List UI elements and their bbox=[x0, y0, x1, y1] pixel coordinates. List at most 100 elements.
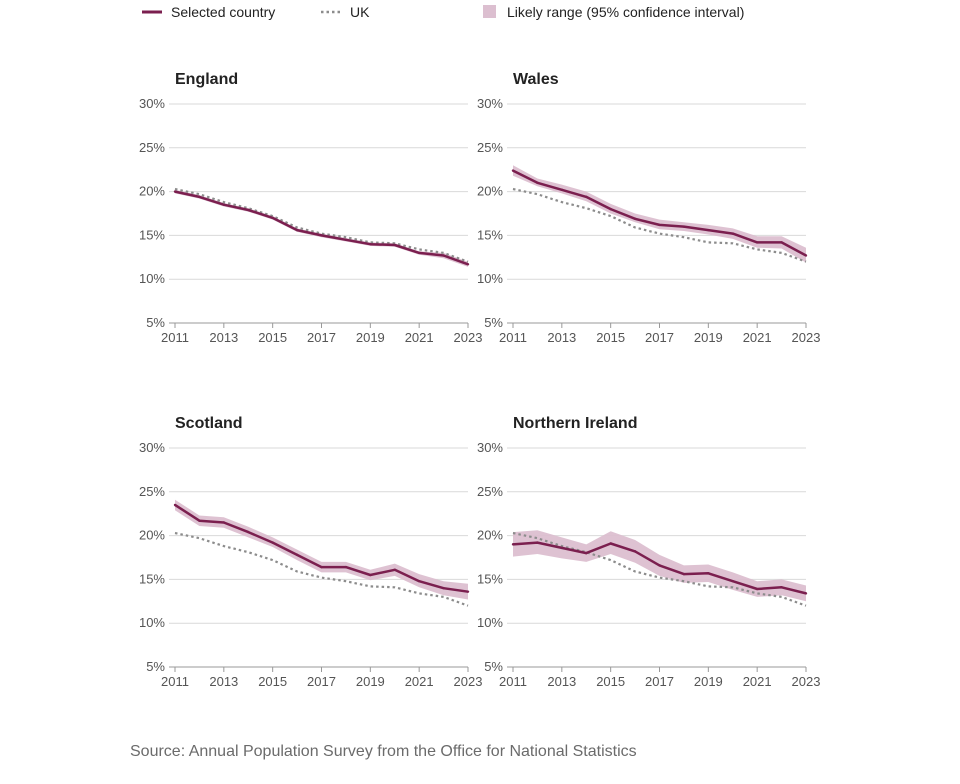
y-tick-label: 10% bbox=[477, 615, 503, 630]
series-line-uk bbox=[512, 531, 807, 607]
panel-northern-ireland: Northern Ireland 5% 10% 15% 20% 25% 30% 2011 201… bbox=[477, 415, 820, 689]
data-point bbox=[585, 551, 588, 555]
confidence-band bbox=[513, 165, 806, 263]
y-tick-label: 5% bbox=[484, 659, 503, 674]
data-point bbox=[393, 243, 396, 247]
data-point bbox=[536, 541, 539, 544]
data-point bbox=[755, 587, 759, 591]
y-tick-label: 5% bbox=[146, 315, 165, 330]
x-tick-label: 2013 bbox=[209, 330, 238, 345]
data-point bbox=[271, 541, 274, 544]
data-point bbox=[344, 238, 348, 241]
x-tick-label: 2021 bbox=[405, 330, 434, 345]
data-point bbox=[511, 169, 515, 172]
x-tick-label: 2017 bbox=[645, 330, 674, 345]
y-tick-label: 25% bbox=[477, 140, 503, 155]
x-tick-label: 2013 bbox=[209, 674, 238, 689]
x-tick-label: 2021 bbox=[743, 330, 772, 345]
data-point bbox=[222, 203, 226, 206]
data-point bbox=[731, 232, 734, 235]
data-point bbox=[780, 241, 783, 244]
data-point bbox=[804, 254, 808, 257]
data-point bbox=[466, 263, 470, 266]
data-point bbox=[247, 208, 250, 212]
series-line-uk bbox=[174, 531, 469, 607]
data-point bbox=[369, 242, 372, 246]
data-point bbox=[804, 592, 808, 595]
data-point bbox=[658, 564, 661, 567]
y-tick-label: 5% bbox=[484, 315, 503, 330]
data-point bbox=[682, 225, 686, 228]
data-point bbox=[609, 542, 612, 545]
x-tick-label: 2015 bbox=[258, 330, 287, 345]
data-point bbox=[466, 590, 470, 593]
y-tick-label: 30% bbox=[139, 96, 165, 111]
data-point bbox=[658, 223, 661, 227]
data-point bbox=[222, 521, 226, 524]
data-point bbox=[707, 572, 710, 575]
x-tick-label: 2021 bbox=[743, 674, 772, 689]
x-tick-label: 2017 bbox=[645, 674, 674, 689]
x-tick-label: 2015 bbox=[258, 674, 287, 689]
data-point bbox=[369, 573, 372, 577]
data-point bbox=[320, 565, 323, 569]
x-tick-label: 2019 bbox=[356, 674, 385, 689]
x-tick-label: 2023 bbox=[454, 674, 483, 689]
data-point bbox=[633, 550, 637, 553]
data-point bbox=[173, 503, 177, 507]
x-tick-label: 2015 bbox=[596, 330, 625, 345]
data-point bbox=[442, 586, 445, 590]
y-tick-label: 30% bbox=[139, 440, 165, 455]
legend-range-swatch bbox=[483, 5, 496, 18]
x-tick-label: 2019 bbox=[694, 674, 723, 689]
data-point bbox=[320, 234, 323, 237]
panel-title: Scotland bbox=[175, 415, 243, 432]
y-tick-label: 10% bbox=[139, 271, 165, 286]
series-line-wales bbox=[512, 169, 807, 257]
data-point bbox=[417, 251, 421, 255]
y-tick-label: 20% bbox=[139, 184, 165, 199]
x-tick-label: 2023 bbox=[792, 674, 821, 689]
panel-wales: Wales 5% 10% 15% 20% 25% 30% 2011 2013 2015 2017 20… bbox=[477, 71, 820, 345]
y-tick-label: 5% bbox=[146, 659, 165, 674]
data-point bbox=[585, 195, 588, 199]
data-point bbox=[198, 519, 201, 522]
series-line-uk bbox=[512, 187, 807, 263]
data-point bbox=[609, 207, 612, 211]
y-tick-label: 15% bbox=[477, 571, 503, 586]
series-line-england bbox=[174, 190, 469, 266]
data-point bbox=[198, 195, 201, 199]
data-point bbox=[731, 579, 734, 583]
panel-scotland: Scotland 5% 10% 15% 20% 25% 30% 2011 2013 2015 201… bbox=[139, 415, 482, 689]
data-point bbox=[271, 216, 274, 220]
data-point bbox=[536, 181, 539, 185]
x-tick-label: 2017 bbox=[307, 330, 336, 345]
data-point bbox=[780, 586, 783, 589]
y-tick-label: 30% bbox=[477, 96, 503, 111]
legend-range-label: Likely range (95% confidence interval) bbox=[507, 4, 744, 20]
y-tick-label: 10% bbox=[477, 271, 503, 286]
x-tick-label: 2017 bbox=[307, 674, 336, 689]
y-tick-label: 15% bbox=[139, 227, 165, 242]
data-point bbox=[442, 254, 445, 257]
data-point bbox=[633, 217, 637, 220]
x-tick-label: 2019 bbox=[694, 330, 723, 345]
y-tick-label: 25% bbox=[139, 140, 165, 155]
legend: Selected country UK Likely range (95% co… bbox=[142, 4, 744, 20]
y-tick-label: 15% bbox=[477, 227, 503, 242]
source-note: Source: Annual Population Survey from th… bbox=[130, 743, 637, 760]
y-tick-label: 20% bbox=[477, 184, 503, 199]
x-tick-label: 2023 bbox=[792, 330, 821, 345]
x-tick-label: 2013 bbox=[547, 674, 576, 689]
x-tick-label: 2021 bbox=[405, 674, 434, 689]
x-tick-label: 2011 bbox=[161, 330, 189, 345]
data-point bbox=[173, 190, 177, 193]
confidence-band bbox=[175, 499, 468, 600]
y-tick-label: 20% bbox=[477, 528, 503, 543]
data-point bbox=[295, 228, 299, 232]
panel-title: Northern Ireland bbox=[513, 415, 637, 432]
y-tick-label: 25% bbox=[477, 484, 503, 499]
y-tick-label: 25% bbox=[139, 484, 165, 499]
